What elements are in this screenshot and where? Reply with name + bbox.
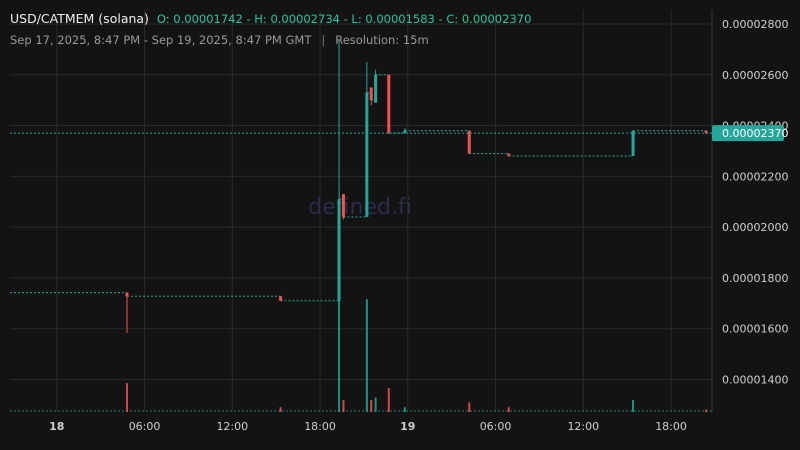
x-tick-label: 12:00 [216, 420, 248, 433]
chart-header: USD/CATMEM (solana) O: 0.00001742 - H: 0… [10, 11, 531, 26]
date-range: Sep 17, 2025, 8:47 PM - Sep 19, 2025, 8:… [10, 33, 312, 47]
y-tick-label: 0.00002800 [722, 18, 788, 31]
chart-subheader: Sep 17, 2025, 8:47 PM - Sep 19, 2025, 8:… [10, 33, 429, 47]
y-tick-label: 0.00002200 [722, 170, 788, 183]
x-tick-label: 18 [49, 420, 64, 433]
volume-bars [10, 299, 712, 412]
x-tick-label: 12:00 [567, 420, 599, 433]
volume-bar [632, 400, 635, 412]
grid [10, 10, 713, 412]
x-tick-label: 18:00 [304, 420, 336, 433]
volume-bar [370, 400, 373, 412]
watermark: defined.fi [308, 195, 412, 220]
separator: | [321, 33, 326, 47]
volume-bar [342, 400, 345, 412]
candle-body [279, 296, 283, 301]
candle-body [341, 194, 345, 217]
candle-body [467, 130, 471, 154]
x-tick-label: 19 [400, 420, 415, 433]
y-tick-label: 0.00001600 [722, 323, 788, 336]
candles [125, 40, 708, 334]
volume-bar [468, 402, 471, 412]
candle-body [387, 74, 391, 134]
current-price-tag: 0.00002370 [712, 125, 788, 142]
volume-bar [374, 397, 377, 412]
x-tick-label: 06:00 [480, 420, 512, 433]
candle-body [507, 153, 511, 157]
y-tick-label: 0.00001800 [722, 272, 788, 285]
x-tick-label: 18:00 [655, 420, 687, 433]
volume-bar [403, 407, 406, 412]
candle-body [374, 74, 378, 103]
volume-bar [126, 383, 128, 412]
volume-bar [338, 299, 341, 412]
flat-price-segments [10, 74, 712, 302]
x-tick-label: 06:00 [129, 420, 161, 433]
candle-body [403, 130, 407, 134]
volume-bar [387, 388, 390, 412]
current-price-tag-text: 0.00002370 [722, 127, 788, 140]
candle-body [337, 199, 341, 301]
volume-bar [705, 409, 708, 412]
candle-body [704, 130, 708, 134]
ohlc-readout: O: 0.00001742 - H: 0.00002734 - L: 0.000… [156, 12, 532, 26]
volume-bar [507, 407, 510, 412]
volume-bar [279, 407, 282, 412]
candle-body [369, 87, 373, 101]
current-price-tag-bg [712, 125, 784, 142]
resolution: Resolution: 15m [335, 33, 429, 47]
candle-body [631, 130, 635, 157]
y-tick-label: 0.00002600 [722, 69, 788, 82]
candle-body [125, 292, 129, 297]
y-tick-label: 0.00002000 [722, 221, 788, 234]
y-tick-label: 0.00001400 [722, 373, 788, 386]
y-axis: 0.00001400 0.00001600 0.00001800 0.00002000… [722, 18, 788, 387]
pair-title: USD/CATMEM (solana) [10, 11, 149, 26]
x-axis: 18 06:00 12:00 18:00 19 06:00 12:00 18:00 [49, 420, 687, 433]
volume-bar [365, 299, 368, 412]
candle-body [365, 92, 369, 217]
